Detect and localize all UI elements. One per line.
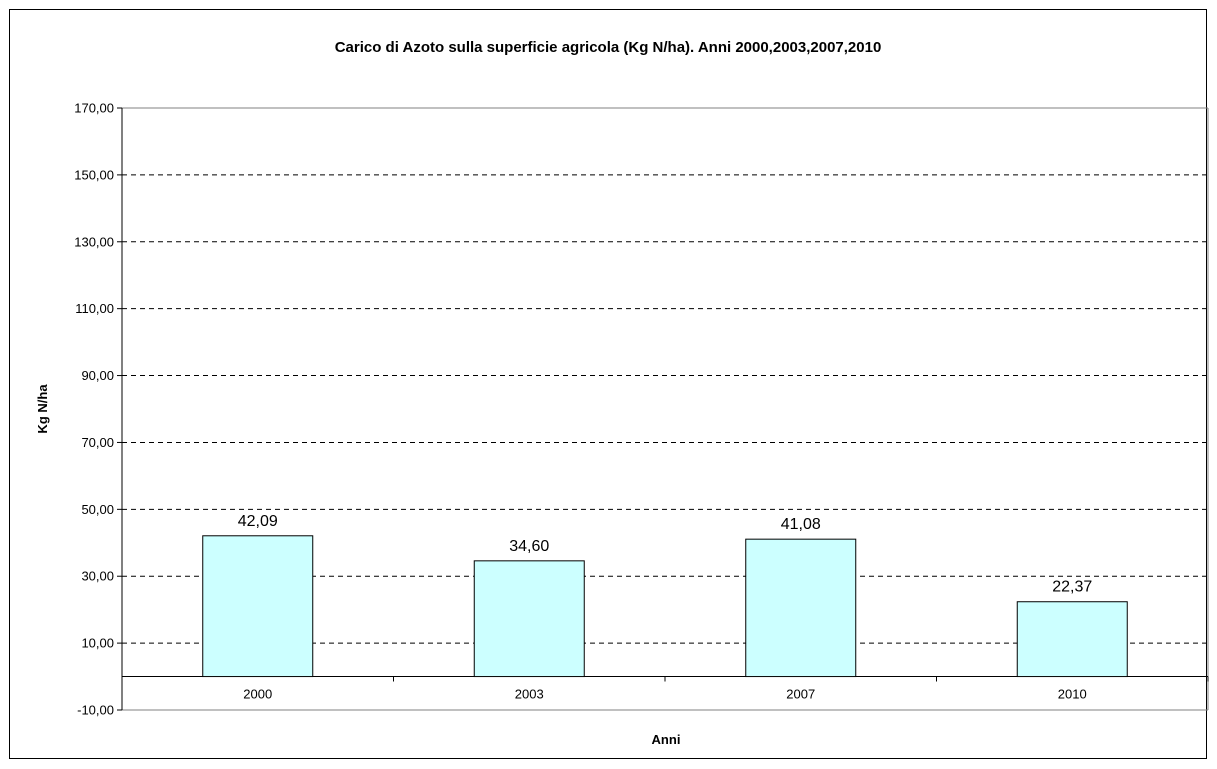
y-tick-label: 70,00	[81, 435, 114, 450]
y-axis-title: Kg N/ha	[35, 384, 50, 434]
x-axis-title: Anni	[652, 732, 681, 747]
y-tick-label: 50,00	[81, 502, 114, 517]
chart-title: Carico di Azoto sulla superficie agricol…	[335, 39, 882, 56]
y-tick-label: 170,00	[74, 101, 114, 116]
bar	[1016, 601, 1128, 678]
x-tick-label: 2000	[243, 687, 272, 702]
data-label: 34,60	[509, 538, 549, 555]
chart-frame	[9, 9, 1207, 759]
y-tick-label: 90,00	[81, 368, 114, 383]
bar	[745, 538, 857, 678]
y-tick-label: 150,00	[74, 167, 114, 182]
data-label: 41,08	[781, 516, 821, 533]
x-tick-label: 2003	[515, 687, 544, 702]
data-label: 22,37	[1052, 579, 1092, 596]
y-tick-label: 130,00	[74, 234, 114, 249]
plot-area: -10,00 10,00 30,00 50,00 70,00 90,00 110,00 130…	[74, 101, 1209, 718]
bar	[473, 560, 585, 678]
y-tick-label: 10,00	[81, 636, 114, 651]
data-label: 42,09	[238, 513, 278, 530]
bar	[202, 535, 314, 678]
y-tick-label: 30,00	[81, 569, 114, 584]
y-tick-label: -10,00	[77, 703, 114, 718]
y-tick-label: 110,00	[75, 301, 114, 316]
x-tick-label: 2010	[1058, 687, 1087, 702]
x-tick-label: 2007	[786, 687, 815, 702]
